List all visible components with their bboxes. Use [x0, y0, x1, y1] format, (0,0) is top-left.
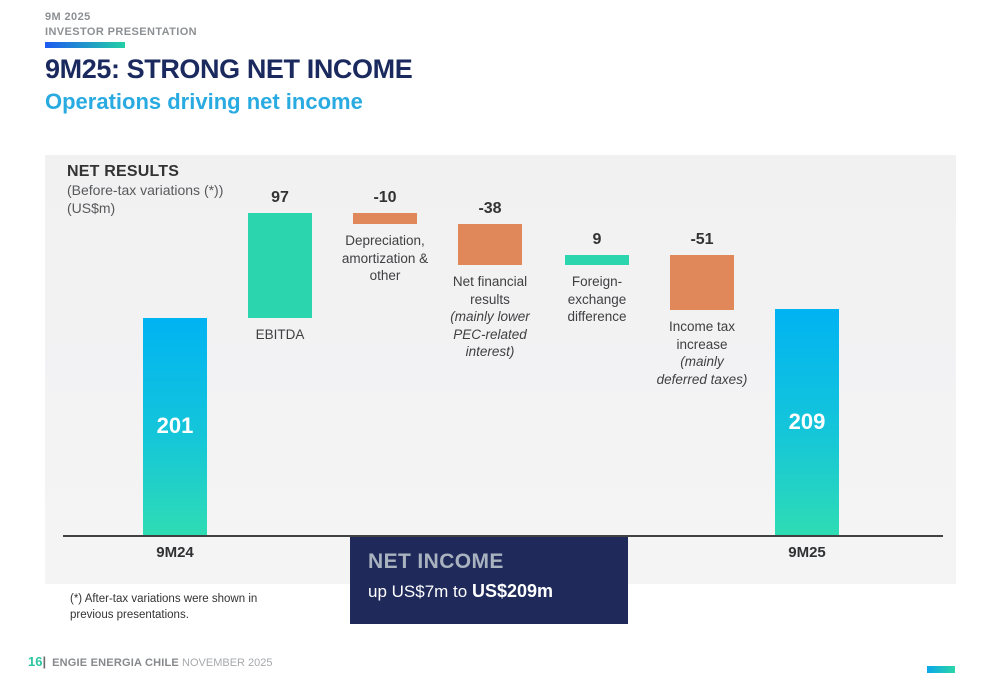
bar-label-ebitda: EBITDA [255, 326, 305, 342]
chart-header: NET RESULTS (Before-tax variations (*)) … [67, 163, 223, 217]
bar-label-fx-difference: Foreign- exchange difference [567, 274, 627, 325]
bar-label-net-financial-results: Net financial results (mainly lower PEC-r… [420, 273, 560, 361]
bar-sublabel-income-tax: (mainly deferred taxes) [656, 354, 748, 387]
bar-depreciation [353, 213, 417, 224]
bar-label-9m25: 9M25 [788, 544, 826, 561]
bar-sublabel-net-financial-results: (mainly lower PEC-related interest) [450, 309, 530, 360]
title-accent-bar [45, 42, 125, 48]
x-axis-line [63, 535, 943, 537]
bar-ebitda [248, 213, 312, 318]
page-title: 9M25: STRONG NET INCOME [45, 54, 413, 84]
bar-label-9m24: 9M24 [156, 544, 194, 561]
bar-9m24: 201 [143, 317, 207, 535]
callout-mid: to [448, 582, 472, 601]
bar-fx-difference [565, 255, 629, 265]
bar-9m25: 209 [775, 309, 839, 535]
bar-value-ebitda: 97 [271, 189, 289, 207]
footer: 16| ENGIE ENERGIA CHILE NOVEMBER 2025 [28, 654, 273, 669]
callout-title: NET INCOME [368, 550, 504, 573]
bar-label-depreciation: Depreciation, amortization & other [341, 232, 429, 284]
page-subtitle: Operations driving net income [45, 89, 363, 114]
waterfall-chart: NET RESULTS (Before-tax variations (*)) … [45, 155, 956, 584]
callout-line: up US$7m to US$209m [368, 581, 610, 602]
footer-accent-rect [927, 666, 955, 673]
bar-net-financial-results [458, 223, 522, 265]
footer-date: NOVEMBER 2025 [182, 657, 273, 669]
footer-brand: ENGIE ENERGIA CHILE [52, 657, 179, 669]
bar-value-net-financial-results: -38 [478, 199, 502, 217]
footnote: (*) After-tax variations were shown in p… [70, 593, 258, 622]
chart-title: NET RESULTS [67, 163, 180, 180]
bar-label-income-tax: Income tax increase (mainly deferred taxe… [632, 318, 772, 388]
footer-separator: | [42, 654, 47, 669]
callout-value: US$209m [471, 581, 554, 601]
page-number: 16 [28, 654, 43, 669]
bar-value-income-tax: -51 [690, 231, 714, 249]
bar-value-depreciation: -10 [373, 189, 397, 207]
net-income-callout: NET INCOME up US$7m to US$209m [350, 537, 628, 624]
bar-value-9m24: 201 [156, 413, 194, 439]
presentation-eyebrow: 9M 2025 INVESTOR PRESENTATION [45, 11, 198, 38]
bar-value-9m25: 209 [788, 409, 826, 435]
callout-prefix: up US$7m [368, 582, 449, 601]
bar-income-tax [670, 255, 734, 311]
bar-value-fx-difference: 9 [592, 231, 602, 249]
chart-subtitle: (Before-tax variations (*)) (US$m) [67, 182, 224, 217]
